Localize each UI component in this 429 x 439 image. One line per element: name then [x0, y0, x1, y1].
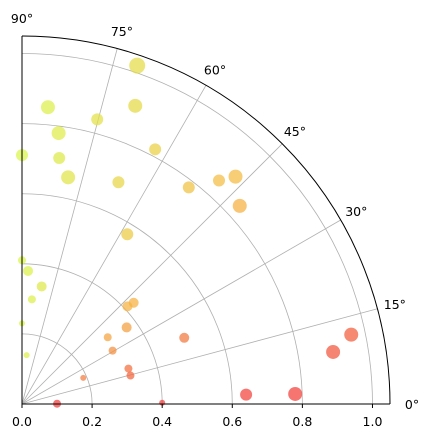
r-tick-label-1: 0.2 [82, 414, 102, 429]
scatter-point-8 [179, 332, 190, 343]
theta-gridline-2 [21, 219, 341, 405]
r-tick-label-4: 0.8 [292, 414, 312, 429]
theta-gridline-1 [21, 308, 378, 405]
scatter-point-31 [27, 295, 36, 304]
scatter-point-27 [53, 151, 66, 164]
scatter-point-25 [61, 170, 76, 185]
scatter-point-18 [182, 181, 195, 194]
scatter-point-4 [326, 344, 341, 359]
scatter-point-23 [129, 57, 146, 74]
outer-arc [21, 35, 391, 405]
scatter-point-32 [23, 265, 34, 276]
scatter-point-5 [344, 327, 359, 342]
theta-gridline-4 [21, 85, 207, 405]
theta-tick-label-5: 75° [111, 24, 133, 39]
theta-gridline-3 [21, 143, 283, 405]
theta-tick-label-4: 60° [204, 63, 226, 78]
scatter-point-7 [124, 364, 133, 373]
scatter-point-24 [91, 113, 104, 126]
theta-tick-label-6: 90° [11, 11, 33, 26]
scatter-point-14 [122, 301, 133, 312]
r-tick-label-5: 1.0 [363, 414, 383, 429]
scatter-point-19 [121, 228, 134, 241]
theta-gridline-5 [21, 48, 118, 405]
scatter-point-15 [232, 198, 247, 213]
scatter-point-2 [288, 386, 303, 401]
axis-frame [21, 35, 391, 408]
polar-grid [21, 48, 378, 405]
scatter-point-20 [149, 143, 162, 156]
scatter-points [16, 57, 359, 408]
r-tick-label-0: 0.0 [12, 414, 32, 429]
theta-tick-label-1: 15° [384, 297, 406, 312]
scatter-point-12 [103, 333, 112, 342]
theta-tick-label-2: 30° [345, 204, 367, 219]
scatter-point-28 [51, 126, 66, 141]
scatter-point-9 [80, 374, 87, 381]
r-tick-label-2: 0.4 [152, 414, 172, 429]
scatter-point-26 [36, 281, 47, 292]
scatter-point-21 [112, 176, 125, 189]
scatter-point-29 [23, 352, 30, 359]
scatter-point-3 [240, 388, 253, 401]
tick-labels: 0.0 0.2 0.4 0.6 0.8 1.0 0° 15° 30° 45° 60° 75° 90° [11, 11, 419, 429]
theta-tick-label-3: 45° [284, 124, 306, 139]
scatter-point-17 [213, 174, 226, 187]
scatter-point-6 [126, 371, 135, 380]
scatter-point-30 [40, 100, 55, 115]
r-tick-label-3: 0.6 [222, 414, 242, 429]
theta-tick-label-0: 0° [405, 397, 419, 412]
scatter-point-10 [108, 346, 117, 355]
scatter-point-22 [128, 98, 143, 113]
scatter-point-11 [121, 322, 132, 333]
scatter-point-16 [228, 169, 243, 184]
